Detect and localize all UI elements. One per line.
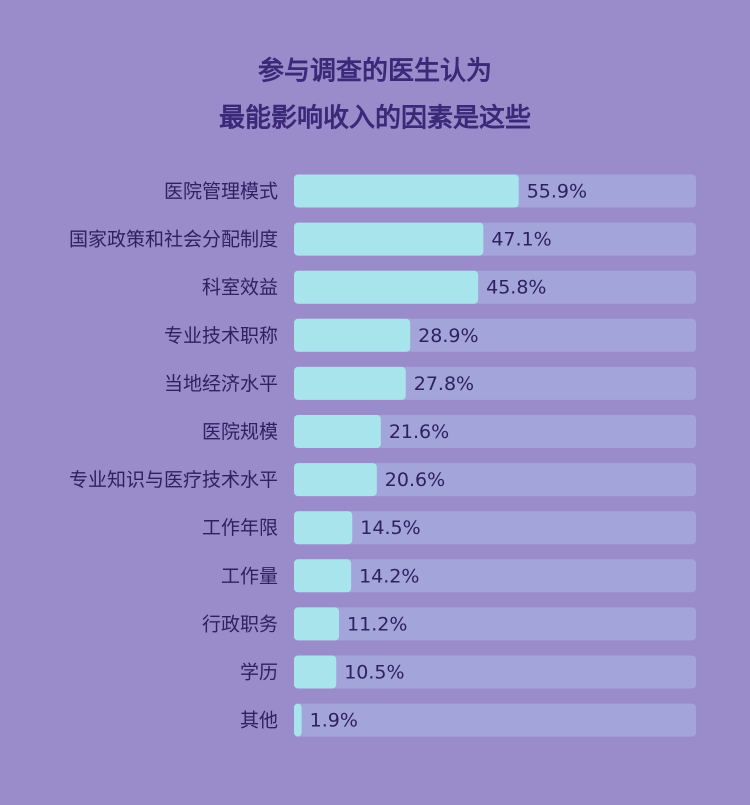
bar — [294, 174, 519, 208]
value-label: 14.5% — [360, 517, 420, 539]
value-label: 21.6% — [389, 421, 449, 443]
value-label: 14.2% — [359, 565, 419, 587]
category-label: 医院规模 — [202, 421, 278, 443]
category-label: 行政职务 — [202, 613, 278, 635]
category-label: 国家政策和社会分配制度 — [69, 229, 278, 251]
bar-track — [294, 559, 696, 593]
value-label: 47.1% — [491, 229, 551, 251]
category-label: 医院管理模式 — [164, 181, 278, 203]
category-label: 工作年限 — [202, 517, 278, 539]
value-label: 1.9% — [310, 710, 358, 732]
value-label: 28.9% — [418, 325, 478, 347]
bar-track — [294, 703, 696, 737]
bar — [294, 415, 381, 448]
bar — [294, 607, 340, 641]
chart-title: 最能影响收入的因素是这些 — [219, 103, 531, 134]
value-label: 20.6% — [385, 469, 445, 491]
bar-track — [294, 655, 696, 689]
category-label: 专业知识与医疗技术水平 — [69, 469, 278, 491]
bar-track — [294, 607, 696, 641]
bar-track — [294, 511, 696, 545]
bar-track — [294, 415, 696, 448]
bar — [294, 366, 406, 400]
bar — [294, 703, 302, 737]
category-label: 其他 — [240, 710, 278, 732]
bar — [294, 318, 411, 352]
value-label: 11.2% — [347, 613, 407, 635]
category-label: 学历 — [240, 662, 278, 684]
category-label: 工作量 — [221, 565, 278, 587]
bar — [294, 463, 377, 497]
category-label: 专业技术职称 — [164, 325, 278, 347]
value-label: 27.8% — [414, 373, 474, 395]
chart-title: 参与调查的医生认为 — [258, 56, 492, 87]
bar-track — [294, 463, 696, 497]
category-label: 科室效益 — [202, 277, 278, 299]
bar — [294, 270, 479, 304]
value-label: 10.5% — [344, 662, 404, 684]
category-label: 当地经济水平 — [164, 373, 278, 395]
bar — [294, 559, 352, 593]
bar — [294, 222, 484, 256]
value-label: 45.8% — [486, 277, 546, 299]
bar — [294, 511, 353, 545]
bar — [294, 655, 337, 689]
value-label: 55.9% — [527, 181, 587, 203]
